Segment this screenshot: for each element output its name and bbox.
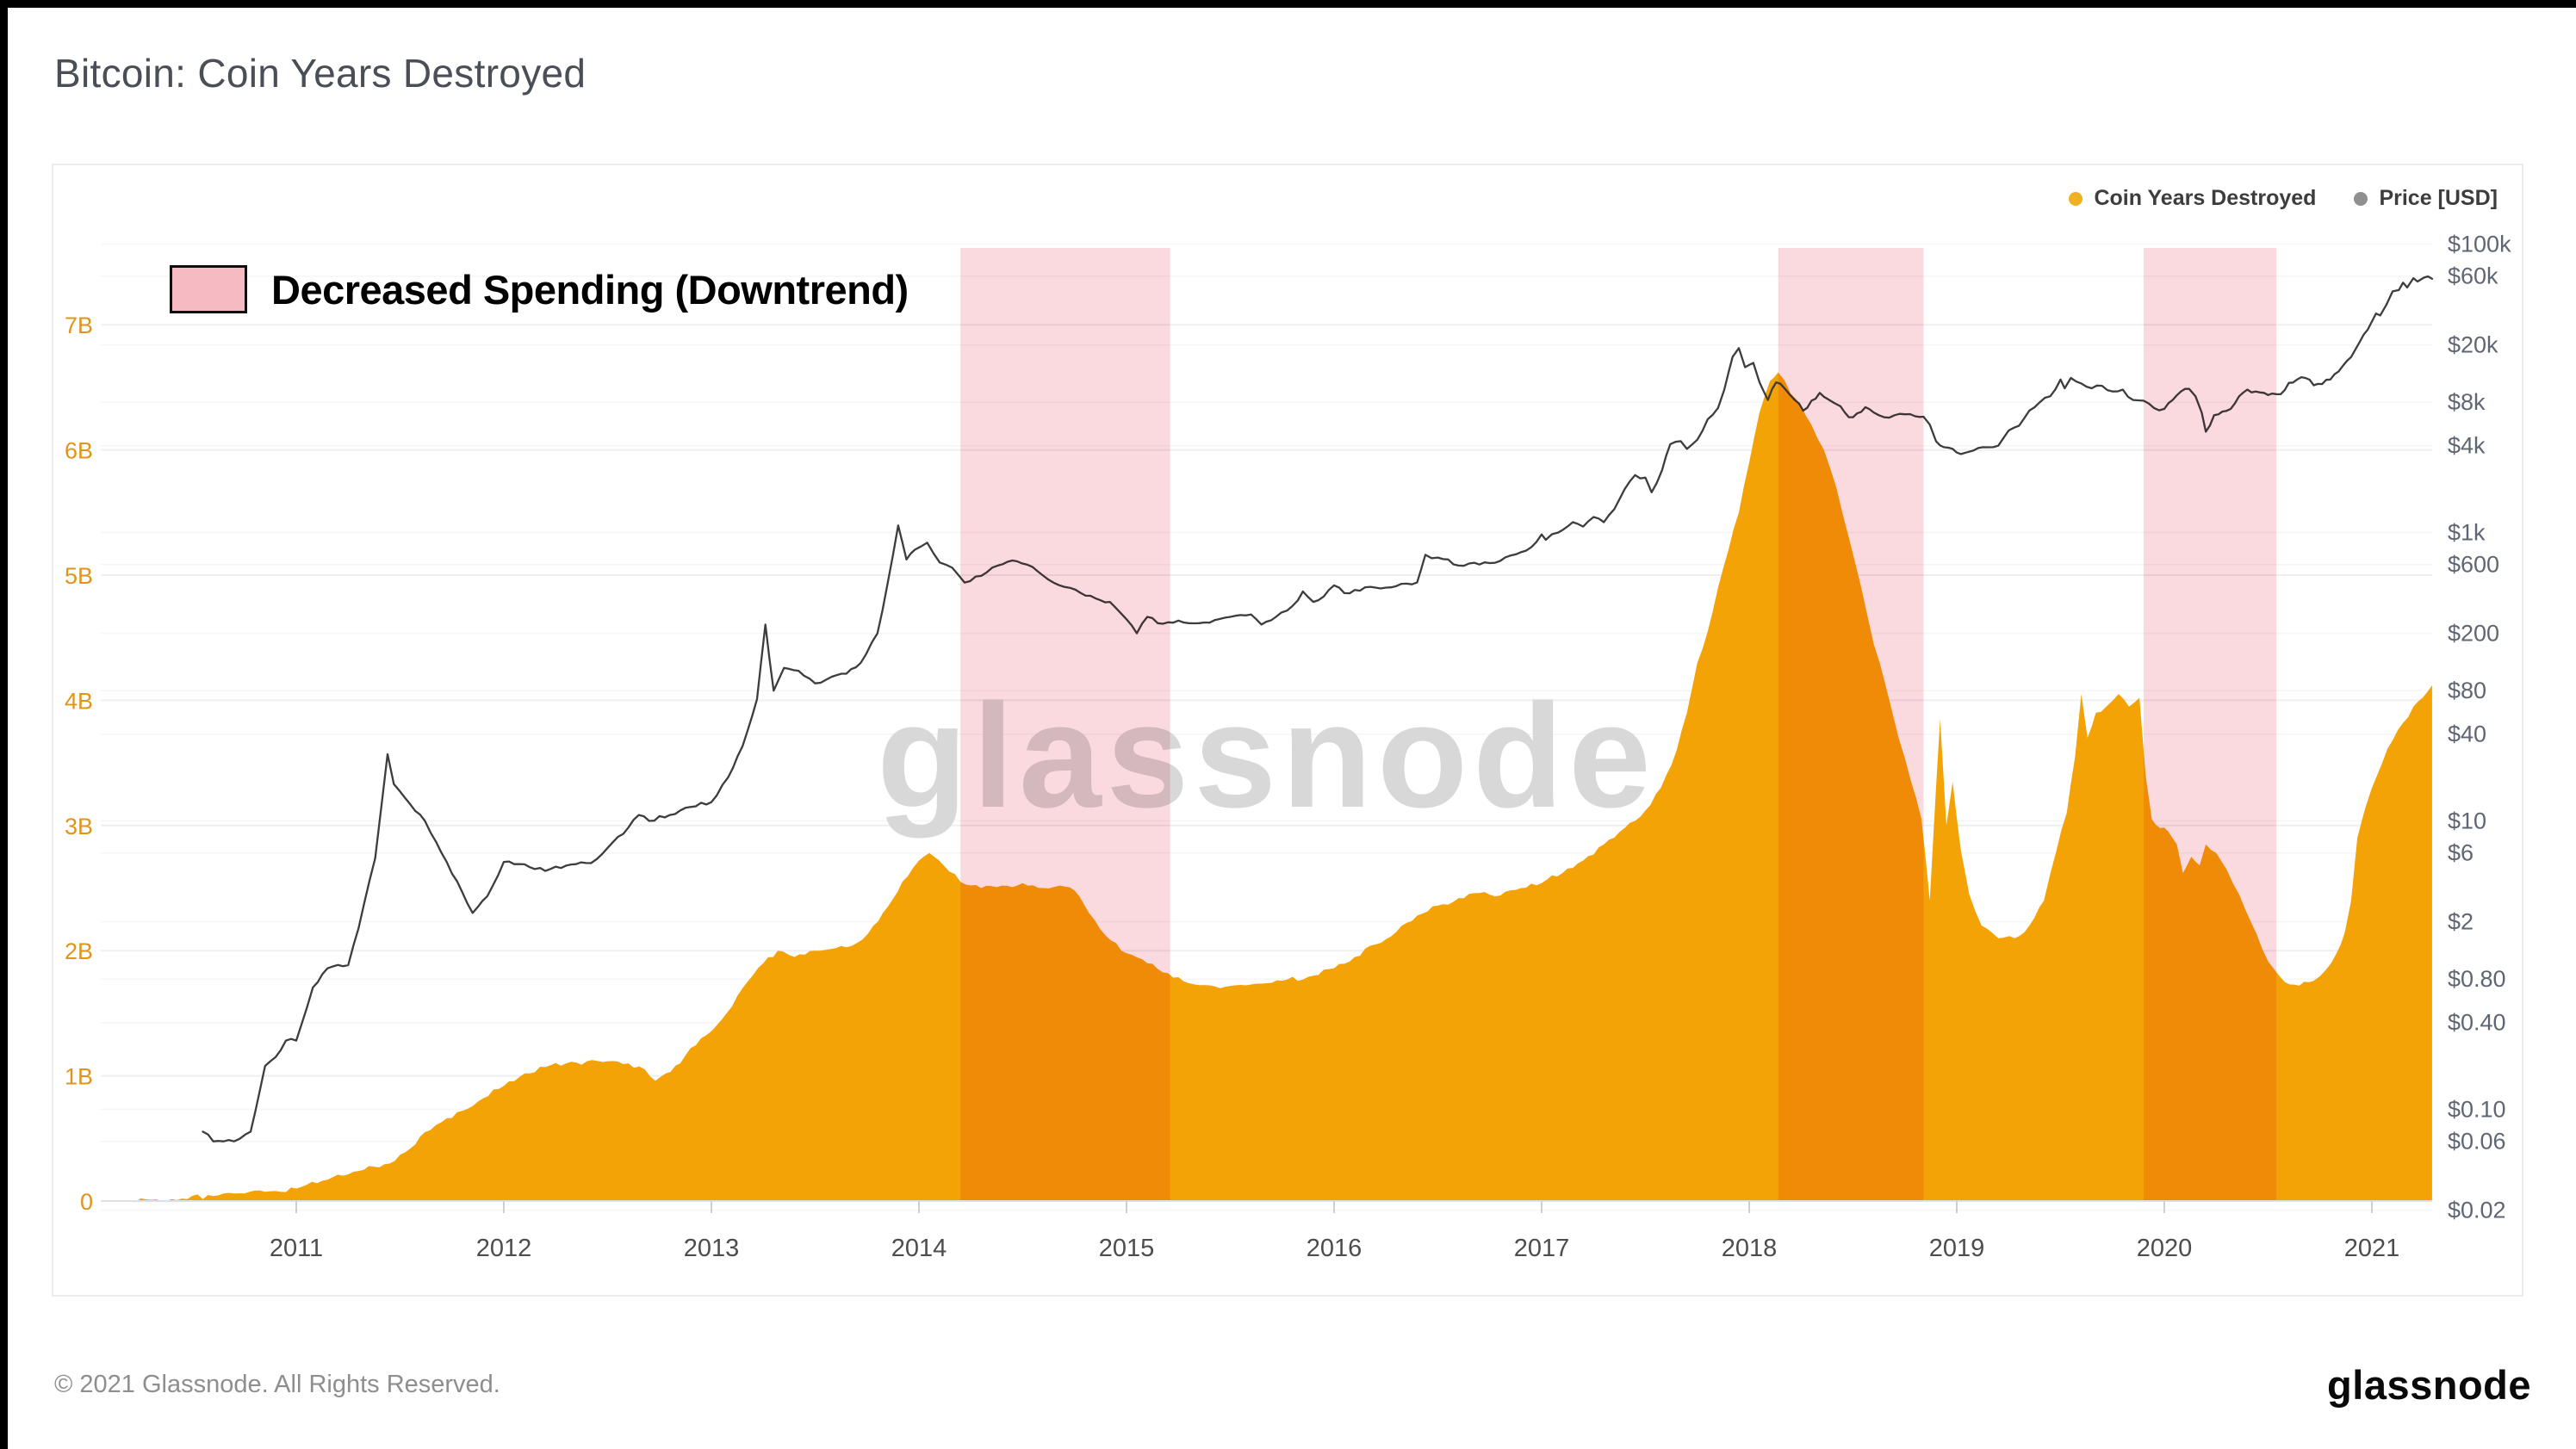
right-axis-label: $40 [2448, 721, 2486, 747]
price-line-series[interactable] [202, 275, 2434, 1142]
x-axis-label: 2013 [684, 1235, 740, 1262]
x-axis-label: 2018 [1722, 1235, 1778, 1262]
downtrend-annotation-label: Decreased Spending (Downtrend) [271, 266, 909, 313]
right-axis-label: $100k [2448, 232, 2511, 257]
right-axis-label: $2 [2448, 909, 2474, 935]
x-axis-label: 2015 [1099, 1235, 1155, 1262]
left-axis-label: 4B [65, 688, 93, 714]
x-axis-label: 2017 [1514, 1235, 1570, 1262]
right-axis-label: $60k [2448, 263, 2498, 289]
right-axis-label: $8k [2448, 389, 2486, 415]
chart-legend: Coin Years Destroyed Price [USD] [2069, 186, 2498, 211]
downtrend-annotation: Decreased Spending (Downtrend) [170, 265, 909, 313]
right-axis-label: $600 [2448, 552, 2499, 578]
x-axis-label: 2021 [2344, 1235, 2400, 1262]
copyright: © 2021 Glassnode. All Rights Reserved. [54, 1370, 500, 1398]
coin-years-destroyed-dot-icon [2069, 191, 2083, 206]
chart-card: glassnode 2011 2012 2013 2014 2015 2016 2017 201… [52, 164, 2523, 1297]
right-axis-label: $10 [2448, 808, 2486, 834]
page-title: Bitcoin: Coin Years Destroyed [54, 51, 587, 96]
downtrend-band [2143, 248, 2277, 1201]
right-axis-label: $1k [2448, 520, 2486, 546]
brand-logo: glassnode [2327, 1361, 2531, 1408]
price-usd-dot-icon [2354, 191, 2368, 206]
right-axis-label: $0.40 [2448, 1010, 2506, 1036]
screenshot-left-edge [0, 0, 8, 1449]
x-axis-label: 2019 [1929, 1235, 1985, 1262]
legend-label-price-usd: Price [USD] [2379, 186, 2498, 210]
legend-item-price-usd[interactable]: Price [USD] [2354, 186, 2498, 211]
right-axis-label: $0.06 [2448, 1129, 2506, 1155]
legend-item-coin-years-destroyed[interactable]: Coin Years Destroyed [2069, 186, 2316, 211]
downtrend-band [1778, 248, 1924, 1201]
left-axis-label: 0 [80, 1189, 93, 1215]
right-axis-label: $0.10 [2448, 1097, 2506, 1123]
left-axis-label: 2B [65, 938, 93, 964]
right-axis-label: $0.80 [2448, 966, 2506, 992]
left-axis-label: 7B [65, 313, 93, 338]
x-axis-label: 2020 [2137, 1235, 2193, 1262]
x-axis-label: 2011 [270, 1235, 323, 1262]
right-axis-label: $0.02 [2448, 1198, 2506, 1223]
right-axis-label: $20k [2448, 332, 2498, 358]
right-axis-label: $200 [2448, 621, 2499, 647]
x-axis-label: 2016 [1307, 1235, 1362, 1262]
screenshot-top-edge [0, 0, 2576, 8]
x-axis-label: 2012 [476, 1235, 532, 1262]
right-axis-label: $80 [2448, 678, 2486, 703]
downtrend-swatch-icon [170, 265, 247, 313]
x-axis-label: 2014 [891, 1235, 947, 1262]
left-axis-label: 6B [65, 438, 93, 464]
footer: © 2021 Glassnode. All Rights Reserved. g… [54, 1350, 2531, 1419]
left-axis-label: 5B [65, 563, 93, 589]
right-axis-label: $6 [2448, 840, 2474, 866]
downtrend-band [960, 248, 1170, 1201]
legend-label-coin-years-destroyed: Coin Years Destroyed [2094, 186, 2317, 210]
left-axis-label: 1B [65, 1064, 93, 1090]
left-axis-label: 3B [65, 814, 93, 839]
right-axis-label: $4k [2448, 433, 2486, 459]
